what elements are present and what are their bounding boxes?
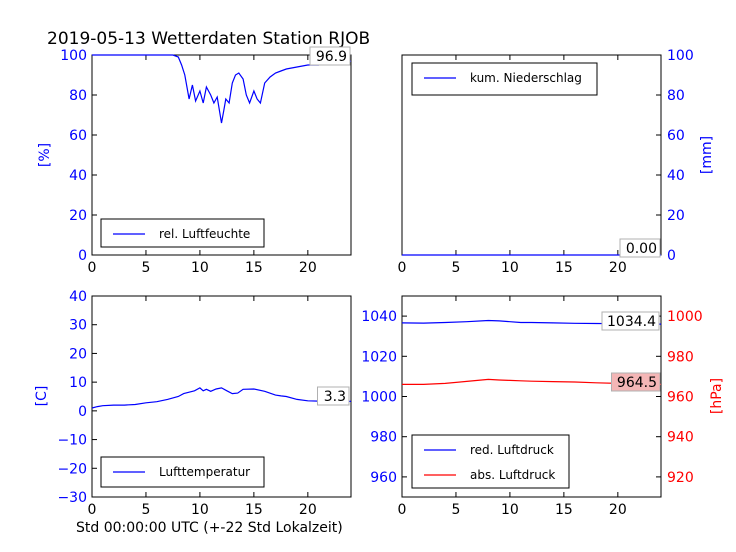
pressure-legend-label: red. Luftdruck <box>470 443 554 457</box>
temperature-last-value-box <box>317 386 350 406</box>
temperature-y-tick-label: 20 <box>69 346 87 362</box>
humidity-last-value: 96.9 <box>316 49 347 65</box>
precip-x-tick-label: 20 <box>609 260 627 276</box>
temperature-y-tick-label: 40 <box>69 289 87 305</box>
humidity-x-tick-label: 5 <box>141 260 150 276</box>
precip-y-axis-label: [mm] <box>699 136 715 174</box>
temperature-y-tick-label: −30 <box>57 490 87 506</box>
precip-legend-box <box>411 62 598 96</box>
pressure-red-last-value-box <box>601 311 660 331</box>
humidity-y-tick-label: 60 <box>69 128 87 144</box>
temperature-legend-label: Lufttemperatur <box>159 465 250 479</box>
temperature-x-tick-label: 15 <box>245 502 263 518</box>
temperature-series-line <box>91 387 351 409</box>
temperature-x-tick-label: 20 <box>299 502 317 518</box>
precip-y-tick-label-right: 60 <box>667 128 685 144</box>
figure-title: 2019-05-13 Wetterdaten Station RJOB <box>47 29 370 49</box>
pressure-y-tick-label-right: 960 <box>667 390 694 406</box>
pressure-red-last-value: 1034.4 <box>607 314 656 330</box>
x-axis-label: Std 00:00:00 UTC (+-22 Std Lokalzeit) <box>76 520 343 536</box>
pressure-y-tick-label: 960 <box>370 470 397 486</box>
precip-y-tick-label-right: 80 <box>667 88 685 104</box>
pressure-y-tick-label: 1040 <box>361 309 397 325</box>
humidity-series-line <box>92 54 352 124</box>
humidity-x-tick-label: 10 <box>191 260 209 276</box>
pressure-legend-box <box>411 434 570 489</box>
humidity-x-tick-label: 0 <box>88 260 97 276</box>
humidity-y-tick-label: 20 <box>69 208 87 224</box>
pressure-series-line <box>402 378 662 385</box>
precip-x-tick-label: 5 <box>451 260 460 276</box>
precip-x-tick-label: 10 <box>501 260 519 276</box>
temperature-plot-frame <box>91 295 352 498</box>
pressure-x-tick-label: 5 <box>451 502 460 518</box>
humidity-x-tick-label: 15 <box>245 260 263 276</box>
precip-last-value-box <box>619 238 661 258</box>
precip-y-tick-label-right: 0 <box>667 248 676 264</box>
temperature-y-tick-label: −20 <box>57 461 87 477</box>
precip-legend-label: kum. Niederschlag <box>470 71 582 85</box>
pressure-y-tick-label: 1020 <box>361 349 397 365</box>
pressure-y-tick-label-right: 920 <box>667 470 694 486</box>
pressure-y-tick-label-right: 940 <box>667 430 694 446</box>
precip-y-tick-label-right: 20 <box>667 208 685 224</box>
humidity-x-tick-label: 20 <box>299 260 317 276</box>
pressure-y-tick-label: 1000 <box>361 390 397 406</box>
pressure-x-tick-label: 20 <box>609 502 627 518</box>
temperature-y-tick-label: 10 <box>69 375 87 391</box>
precip-x-tick-label: 15 <box>555 260 573 276</box>
humidity-y-tick-label: 0 <box>78 248 87 264</box>
pressure-legend-label: abs. Luftdruck <box>470 468 555 482</box>
temperature-y-tick-label: −10 <box>57 433 87 449</box>
temperature-x-tick-label: 0 <box>88 502 97 518</box>
pressure-x-tick-label: 10 <box>501 502 519 518</box>
pressure-abs-last-value-box <box>611 372 661 392</box>
pressure-x-tick-label: 0 <box>398 502 407 518</box>
temperature-x-tick-label: 5 <box>141 502 150 518</box>
temperature-y-axis-label: [C] <box>34 386 50 407</box>
pressure-x-tick-label: 15 <box>555 502 573 518</box>
pressure-abs-last-value: 964.5 <box>617 375 657 391</box>
pressure-y-axis-label-right: [hPa] <box>709 378 725 414</box>
precip-x-tick-label: 0 <box>398 260 407 276</box>
temperature-x-tick-label: 10 <box>191 502 209 518</box>
pressure-y-tick-label-right: 1000 <box>667 309 703 325</box>
precip-last-value: 0.00 <box>626 241 657 257</box>
humidity-y-tick-label: 80 <box>69 88 87 104</box>
humidity-y-axis-label: [%] <box>37 143 53 167</box>
humidity-plot-frame <box>91 54 352 256</box>
humidity-last-value-box <box>309 46 351 66</box>
humidity-y-tick-label: 100 <box>60 48 87 64</box>
temperature-y-tick-label: 0 <box>78 404 87 420</box>
precip-y-tick-label-right: 40 <box>667 168 685 184</box>
humidity-legend-box <box>100 218 265 248</box>
humidity-legend-label: rel. Luftfeuchte <box>159 227 250 241</box>
pressure-y-tick-label: 980 <box>370 430 397 446</box>
pressure-y-tick-label-right: 980 <box>667 349 694 365</box>
temperature-y-tick-label: 30 <box>69 318 87 334</box>
humidity-y-tick-label: 40 <box>69 168 87 184</box>
precip-y-tick-label-right: 100 <box>667 48 694 64</box>
temperature-last-value: 3.3 <box>324 389 346 405</box>
